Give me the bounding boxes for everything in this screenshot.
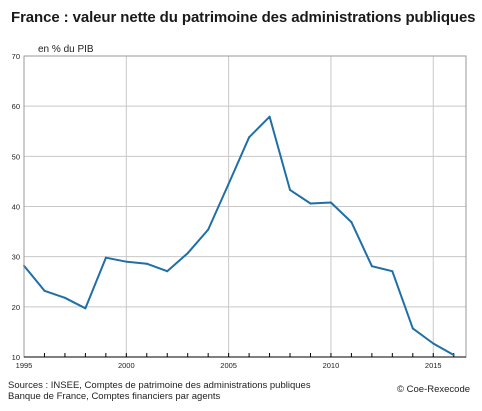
x-tick-label-2015: 2015 — [425, 361, 442, 370]
data-point-2003 — [186, 252, 189, 255]
data-point-2007 — [268, 115, 271, 118]
data-point-2010 — [329, 201, 332, 204]
data-point-1999 — [104, 256, 107, 259]
y-tick-label-60: 60 — [12, 102, 20, 111]
y-tick-label-30: 30 — [12, 253, 20, 262]
data-point-2008 — [289, 188, 292, 191]
data-point-2012 — [370, 265, 373, 268]
data-point-1996 — [43, 289, 46, 292]
series-layer — [23, 115, 455, 356]
data-point-2009 — [309, 202, 312, 205]
x-tick-label-2010: 2010 — [323, 361, 340, 370]
data-point-2002 — [166, 270, 169, 273]
data-point-2014 — [411, 327, 414, 330]
data-point-2004 — [207, 228, 210, 231]
data-point-1998 — [84, 307, 87, 310]
y-tick-label-20: 20 — [12, 303, 20, 312]
chart-title: France : valeur nette du patrimoine des … — [11, 9, 476, 26]
copyright-notice: © Coe-Rexecode — [397, 384, 471, 395]
data-point-2006 — [248, 136, 251, 139]
source-line-2: Banque de France, Comptes financiers par… — [8, 391, 221, 402]
x-tick-label-2000: 2000 — [118, 361, 135, 370]
data-point-2016 — [452, 353, 455, 356]
data-point-1997 — [63, 296, 66, 299]
y-tick-label-10: 10 — [12, 353, 20, 362]
x-tick-label-1995: 1995 — [16, 361, 33, 370]
data-point-2013 — [391, 270, 394, 273]
axis-ticks — [23, 353, 455, 357]
source-line-1: Sources : INSEE, Comptes de patrimoine d… — [8, 380, 311, 391]
series-line-0 — [23, 115, 455, 356]
data-point-2001 — [145, 262, 148, 265]
data-point-2015 — [432, 342, 435, 345]
data-point-2005 — [227, 182, 230, 185]
y-axis-unit-label: en % du PIB — [38, 44, 94, 55]
plot-frame — [23, 55, 467, 358]
y-tick-label-40: 40 — [12, 203, 20, 212]
data-point-2011 — [350, 221, 353, 224]
x-tick-label-2005: 2005 — [220, 361, 237, 370]
sources-note: Sources : INSEE, Comptes de patrimoine d… — [8, 380, 311, 402]
y-tick-label-70: 70 — [12, 52, 20, 61]
y-tick-label-50: 50 — [12, 152, 20, 161]
tick-labels: 10 20 30 40 50 60 70 1995 2000 2005 2010 2015 — [12, 52, 442, 370]
grid-lines — [24, 56, 466, 357]
data-point-2000 — [125, 260, 128, 263]
